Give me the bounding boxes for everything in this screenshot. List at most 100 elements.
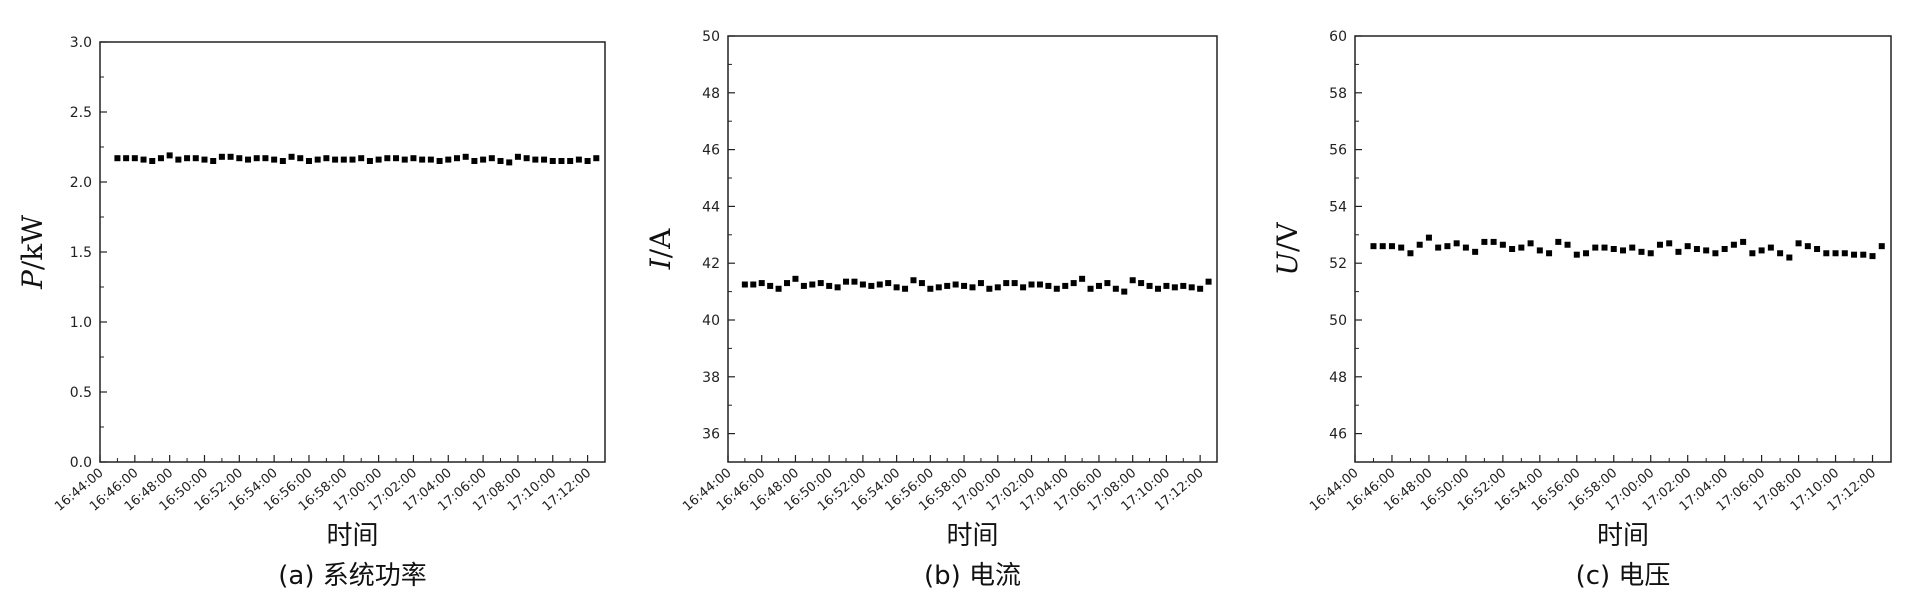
data-point bbox=[1053, 285, 1060, 292]
data-point bbox=[851, 278, 858, 285]
data-point bbox=[1693, 246, 1700, 252]
data-point bbox=[809, 281, 816, 288]
data-point bbox=[480, 156, 487, 163]
data-point bbox=[1011, 280, 1018, 287]
data-point bbox=[885, 280, 892, 287]
data-point bbox=[1188, 284, 1195, 291]
data-point bbox=[1416, 241, 1423, 248]
data-point bbox=[784, 280, 791, 287]
data-point bbox=[297, 155, 304, 162]
data-point bbox=[279, 158, 286, 164]
data-point bbox=[384, 155, 391, 162]
data-point bbox=[149, 158, 156, 164]
data-point bbox=[523, 155, 530, 162]
data-point bbox=[1112, 285, 1119, 292]
data-point bbox=[1062, 282, 1069, 289]
y-tick-label: 40 bbox=[702, 313, 720, 329]
data-point bbox=[944, 282, 951, 289]
data-point bbox=[902, 285, 909, 292]
data-point bbox=[349, 156, 356, 163]
data-point bbox=[140, 156, 147, 163]
data-point bbox=[253, 155, 260, 162]
data-point bbox=[1518, 244, 1525, 251]
data-point bbox=[1527, 240, 1534, 247]
chart-caption: (b) 电流 bbox=[924, 561, 1021, 591]
y-axis-variable: U bbox=[1271, 251, 1304, 276]
data-point bbox=[236, 155, 243, 162]
y-tick-label: 52 bbox=[1329, 256, 1347, 272]
data-point bbox=[218, 153, 225, 160]
data-point bbox=[506, 159, 513, 166]
data-point bbox=[436, 158, 443, 164]
y-tick-label: 36 bbox=[702, 427, 720, 443]
data-point bbox=[1675, 248, 1682, 255]
data-point bbox=[427, 156, 434, 163]
data-point bbox=[1154, 285, 1161, 292]
data-point bbox=[192, 155, 199, 162]
data-point bbox=[1749, 250, 1756, 257]
data-point bbox=[1536, 247, 1543, 254]
data-point bbox=[927, 285, 934, 292]
data-point bbox=[952, 281, 959, 288]
data-point bbox=[986, 285, 993, 292]
data-point bbox=[410, 155, 417, 162]
data-point bbox=[918, 280, 925, 287]
data-point bbox=[1721, 246, 1728, 252]
data-point bbox=[445, 156, 452, 163]
data-point bbox=[184, 155, 191, 162]
data-point bbox=[1823, 250, 1830, 257]
data-point bbox=[1758, 247, 1765, 254]
data-point bbox=[1795, 240, 1802, 247]
data-point bbox=[288, 153, 295, 160]
data-point bbox=[1163, 282, 1170, 289]
data-point bbox=[1171, 284, 1178, 291]
data-point bbox=[166, 152, 173, 159]
data-point bbox=[868, 282, 875, 289]
data-point bbox=[1869, 253, 1876, 260]
data-point bbox=[1138, 280, 1145, 287]
data-point bbox=[1104, 280, 1111, 287]
data-point bbox=[227, 153, 234, 160]
data-point bbox=[514, 153, 521, 160]
data-point bbox=[1435, 244, 1442, 251]
data-point bbox=[1205, 278, 1212, 285]
data-point bbox=[1020, 284, 1027, 291]
y-axis-label: U/V bbox=[1271, 222, 1304, 276]
data-point bbox=[131, 155, 138, 162]
y-axis-unit: /A bbox=[644, 228, 677, 258]
data-point bbox=[935, 284, 942, 291]
data-point bbox=[1740, 238, 1747, 245]
chart-2: 363840424446485016:44:0016:46:0016:48:00… bbox=[644, 29, 1218, 591]
data-point bbox=[532, 156, 539, 163]
data-point bbox=[1878, 243, 1885, 250]
plot-frame bbox=[727, 35, 1218, 463]
y-tick-label: 50 bbox=[1329, 313, 1347, 329]
data-point bbox=[175, 156, 182, 163]
data-point bbox=[1379, 243, 1386, 250]
data-point bbox=[910, 277, 917, 284]
y-tick-label: 60 bbox=[1329, 29, 1347, 45]
data-point bbox=[471, 158, 478, 164]
y-tick-label: 1.0 bbox=[70, 315, 92, 331]
data-point bbox=[567, 158, 574, 164]
y-tick-label: 2.0 bbox=[70, 175, 92, 191]
data-point bbox=[271, 156, 278, 163]
data-point bbox=[843, 278, 850, 285]
x-axis-label: 时间 bbox=[326, 521, 378, 551]
plot-frame bbox=[99, 41, 606, 463]
data-point bbox=[262, 155, 269, 162]
data-point bbox=[1684, 243, 1691, 250]
data-point bbox=[340, 156, 347, 163]
data-point bbox=[1804, 243, 1811, 250]
data-point bbox=[575, 156, 582, 163]
data-point bbox=[1814, 246, 1821, 252]
data-point bbox=[114, 155, 121, 162]
data-point bbox=[1767, 244, 1774, 251]
data-point bbox=[323, 155, 330, 162]
data-point bbox=[1407, 250, 1414, 257]
data-point bbox=[1453, 240, 1460, 247]
data-point bbox=[775, 285, 782, 292]
data-point bbox=[758, 280, 765, 287]
data-point bbox=[1546, 250, 1553, 257]
